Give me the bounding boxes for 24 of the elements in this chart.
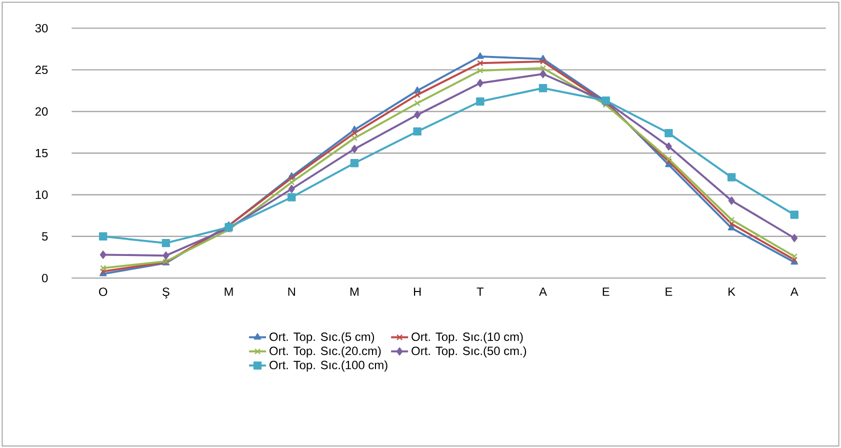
x-tick-label: M xyxy=(224,288,233,296)
x-tick-label: E xyxy=(666,288,672,296)
y-tick-label: 5 xyxy=(42,232,48,240)
x-tick-label: N xyxy=(288,288,295,296)
x-tick-label: H xyxy=(414,288,421,296)
y-tick-label: 0 xyxy=(42,274,48,282)
x-tick-label: A xyxy=(539,288,547,296)
legend-label: Ort. Top. Sıc.(10 cm) xyxy=(412,332,523,344)
x-tick-label: K xyxy=(728,288,736,296)
y-tick-label: 15 xyxy=(36,148,48,158)
x-tick-label: E xyxy=(602,288,610,296)
x-tick-label: Ş xyxy=(162,287,170,298)
x-tick-label: M xyxy=(350,288,358,296)
legend-label: Ort. Top. Sıc.(100 cm) xyxy=(270,360,388,372)
x-tick-label: A xyxy=(790,288,798,296)
x-tick-label: T xyxy=(476,288,484,296)
x-tick-label: O xyxy=(99,287,108,296)
legend-label: Ort. Top. Sıc.(20.cm) xyxy=(270,346,381,358)
legend-label: Ort. Top. Sıc.(50 cm.) xyxy=(412,346,526,358)
y-tick-label: 20 xyxy=(35,107,48,116)
legend-label: Ort. Top. Sıc.(5 cm) xyxy=(270,332,374,344)
y-tick-label: 25 xyxy=(35,66,48,74)
y-tick-label: 10 xyxy=(36,190,48,199)
y-tick-label: 30 xyxy=(35,24,48,32)
